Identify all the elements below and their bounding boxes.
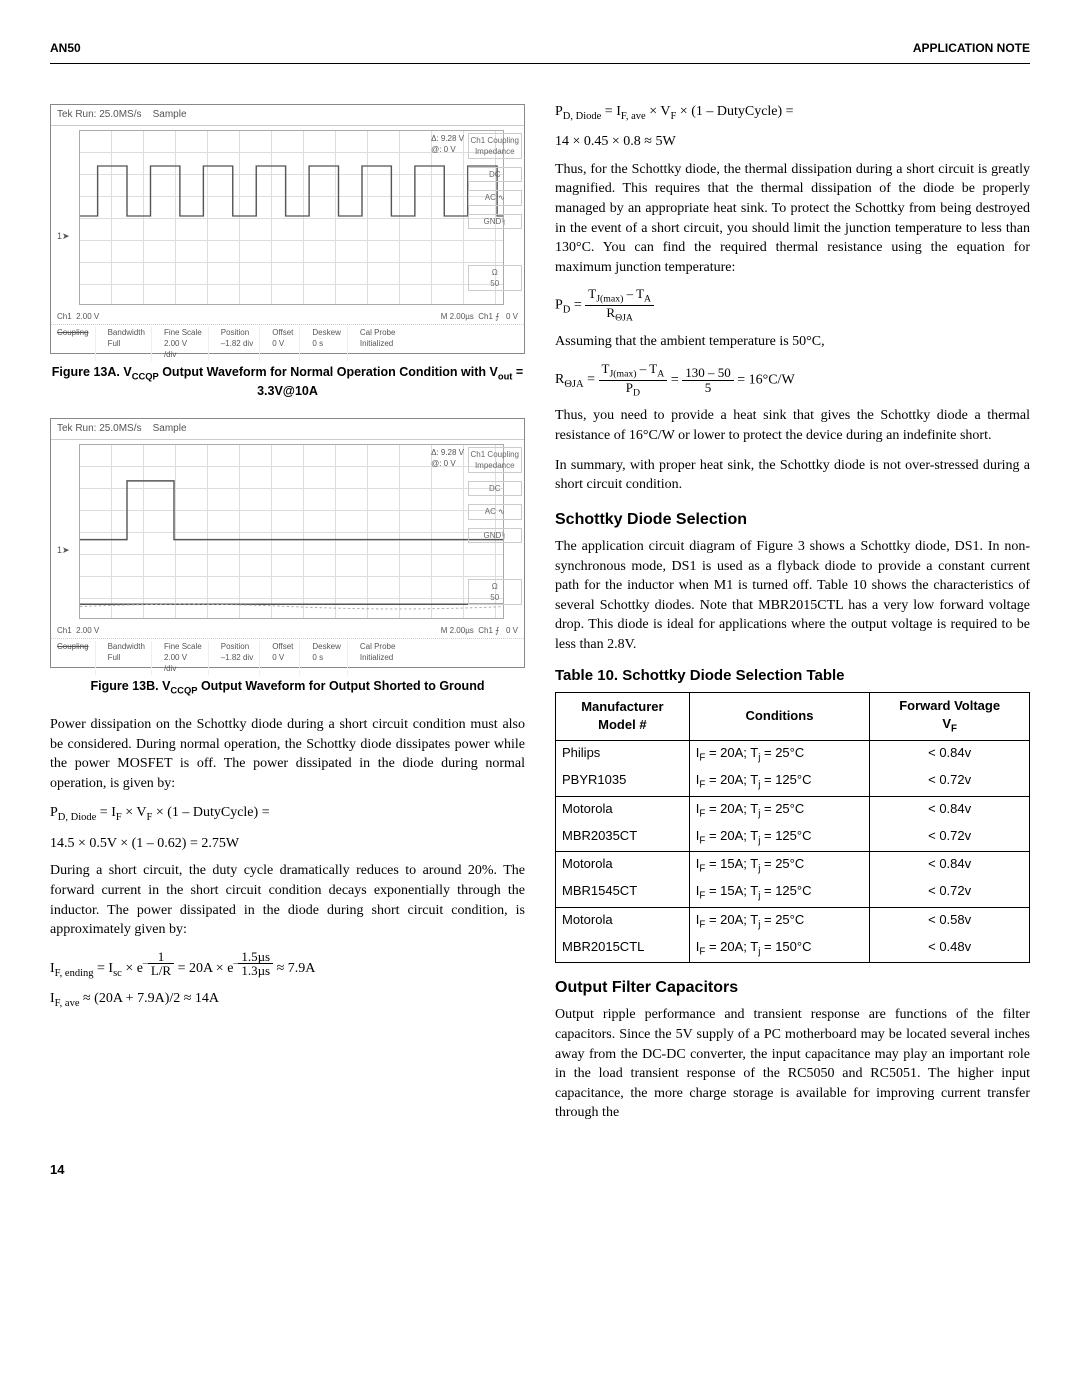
th-vf: Forward Voltage VF bbox=[870, 692, 1030, 740]
scope-13a: Tek Run: 25.0MS/s Sample Δ: 9.28 V @: 0 … bbox=[50, 104, 525, 354]
header-right: APPLICATION NOTE bbox=[913, 40, 1030, 57]
table-row: MotorolaIF = 20A; Tj = 25°C< 0.84v bbox=[556, 796, 1030, 824]
scope-13a-body bbox=[79, 130, 504, 305]
right-p3: Thus, you need to provide a heat sink th… bbox=[555, 406, 1030, 445]
right-p1: Thus, for the Schottky diode, the therma… bbox=[555, 160, 1030, 278]
scope-13b-waveform bbox=[80, 475, 503, 535]
table-row: PBYR1035IF = 20A; Tj = 125°C< 0.72v bbox=[556, 768, 1030, 796]
eq-pd-thermal: PD = TJ(max) – TA RΘJA bbox=[555, 287, 1030, 324]
scope-13a-marker1: 1➤ bbox=[57, 230, 70, 243]
table-row: PhilipsIF = 20A; Tj = 25°C< 0.84v bbox=[556, 741, 1030, 769]
page-header: AN50 APPLICATION NOTE bbox=[50, 40, 1030, 64]
scope-13b: Tek Run: 25.0MS/s Sample Δ: 9.28 V @: 0 … bbox=[50, 418, 525, 668]
table-10-title: Table 10. Schottky Diode Selection Table bbox=[555, 665, 1030, 686]
th-mfr: Manufacturer Model # bbox=[556, 692, 690, 740]
scope-13b-header: Tek Run: 25.0MS/s Sample bbox=[51, 419, 524, 440]
page-number: 14 bbox=[50, 1161, 1030, 1179]
table-row: MBR2035CTIF = 20A; Tj = 125°C< 0.72v bbox=[556, 824, 1030, 852]
eq-if-ending: IF, ending = Isc × e–1L/R = 20A × e–1.5µ… bbox=[50, 950, 525, 982]
table-row: MBR1545CTIF = 15A; Tj = 125°C< 0.72v bbox=[556, 879, 1030, 907]
scope-13b-marker1: 1➤ bbox=[57, 544, 70, 557]
eq-pd-short-result: 14 × 0.45 × 0.8 ≈ 5W bbox=[555, 132, 1030, 152]
scope-13b-side: Ch1 Coupling Impedance DC AC ∿ GNDᛋ Ω 50 bbox=[468, 447, 522, 605]
eq-if-ave: IF, ave ≈ (20A + 7.9A)/2 ≈ 14A bbox=[50, 989, 525, 1011]
left-p1: Power dissipation on the Schottky diode … bbox=[50, 715, 525, 793]
right-p4: In summary, with proper heat sink, the S… bbox=[555, 456, 1030, 495]
section-output-filter: Output Filter Capacitors bbox=[555, 977, 1030, 999]
fig-13b-caption: Figure 13B. VCCQP Output Waveform for Ou… bbox=[50, 678, 525, 697]
right-p5: The application circuit diagram of Figur… bbox=[555, 537, 1030, 655]
scope-13a-footer2: Coupling Bandwidth Full Fine Scale 2.00 … bbox=[51, 324, 524, 363]
left-p2: During a short circuit, the duty cycle d… bbox=[50, 861, 525, 939]
right-column: PD, Diode = IF, ave × VF × (1 – DutyCycl… bbox=[555, 94, 1030, 1133]
table-10: Manufacturer Model # Conditions Forward … bbox=[555, 692, 1030, 963]
fig-13a-caption: Figure 13A. VCCQP Output Waveform for No… bbox=[50, 364, 525, 400]
scope-13a-footer: Ch1 2.00 V M 2.00µs Ch1 ⨍ 0 V bbox=[51, 309, 524, 324]
eq-pd-normal-result: 14.5 × 0.5V × (1 – 0.62) = 2.75W bbox=[50, 834, 525, 854]
left-column: Tek Run: 25.0MS/s Sample Δ: 9.28 V @: 0 … bbox=[50, 94, 525, 1133]
scope-13a-waveform bbox=[80, 161, 503, 221]
scope-13b-footer: Ch1 2.00 V M 2.00µs Ch1 ⨍ 0 V bbox=[51, 623, 524, 638]
section-schottky: Schottky Diode Selection bbox=[555, 509, 1030, 531]
scope-13b-delta: Δ: 9.28 V @: 0 V bbox=[431, 447, 464, 469]
table-row: MotorolaIF = 20A; Tj = 25°C< 0.58v bbox=[556, 907, 1030, 935]
header-left: AN50 bbox=[50, 40, 81, 57]
table-row: MotorolaIF = 15A; Tj = 25°C< 0.84v bbox=[556, 852, 1030, 880]
table-row: MBR2015CTLIF = 20A; Tj = 150°C< 0.48v bbox=[556, 935, 1030, 963]
th-conditions: Conditions bbox=[689, 692, 870, 740]
scope-13a-header: Tek Run: 25.0MS/s Sample bbox=[51, 105, 524, 126]
right-p6: Output ripple performance and transient … bbox=[555, 1005, 1030, 1123]
eq-pd-normal: PD, Diode = IF × VF × (1 – DutyCycle) = bbox=[50, 803, 525, 825]
eq-pd-short: PD, Diode = IF, ave × VF × (1 – DutyCycl… bbox=[555, 102, 1030, 124]
scope-13b-body bbox=[79, 444, 504, 619]
scope-13a-delta: Δ: 9.28 V @: 0 V bbox=[431, 133, 464, 155]
scope-13a-side: Ch1 Coupling Impedance DC AC ∿ GNDᛋ Ω 50 bbox=[468, 133, 522, 291]
eq-rthja: RΘJA = TJ(max) – TA PD = 130 – 50 5 = 16… bbox=[555, 362, 1030, 399]
scope-13b-footer2: Coupling Bandwidth Full Fine Scale 2.00 … bbox=[51, 638, 524, 677]
right-p2: Assuming that the ambient temperature is… bbox=[555, 332, 1030, 352]
